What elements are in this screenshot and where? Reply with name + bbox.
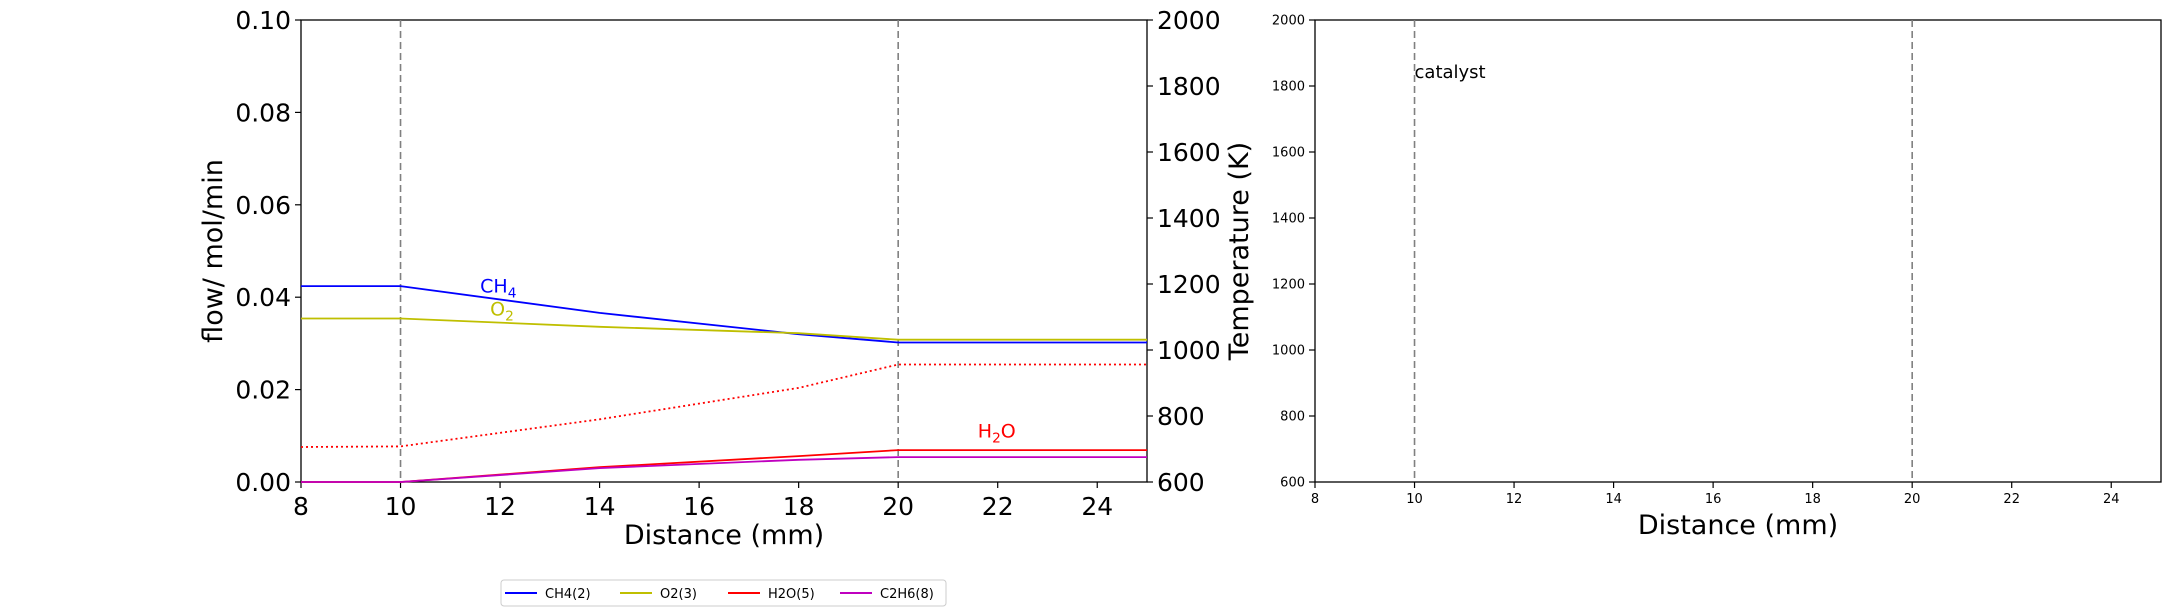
annotation-label: O2	[490, 299, 514, 325]
x-tick-label: 10	[385, 492, 417, 521]
y2-tick-label: 2000	[1157, 6, 1221, 35]
legend-frame	[500, 579, 947, 607]
y-tick-label: 800	[1280, 410, 1305, 425]
x-tick-label: 22	[982, 492, 1014, 521]
left-chart: 8 10 12 14 16 18 20 22 24 0.00 0.02 0.04 0.06 0.08 0.1…	[198, 6, 1255, 551]
y-tick-label: 1000	[1272, 344, 1305, 359]
legend-label: O2(3)	[660, 587, 697, 602]
y-tick-label: 0.06	[235, 191, 291, 220]
x-tick-label: 16	[683, 492, 715, 521]
y-tick-label: 0.02	[235, 376, 291, 405]
y-tick-label: 0.00	[235, 468, 291, 497]
x-tick-label: 12	[484, 492, 516, 521]
x-tick-label: 18	[783, 492, 815, 521]
y-tick-label: 0.04	[235, 283, 291, 312]
legend-label: H2O(5)	[768, 587, 815, 602]
x-tick-label: 8	[1311, 492, 1319, 507]
y-tick-label: 1200	[1272, 278, 1305, 293]
x-tick-label: 10	[1406, 492, 1423, 507]
x-tick-label: 14	[584, 492, 616, 521]
right-plot-frame	[1314, 19, 2162, 483]
x-tick-label: 8	[293, 492, 309, 521]
y-tick-label: 1400	[1272, 212, 1305, 227]
temperature-line	[300, 363, 1147, 448]
annotation-label: CH4	[480, 276, 516, 302]
annotation-label: H2O	[978, 421, 1016, 447]
y2-tick-label: 1800	[1157, 72, 1221, 101]
right-y-axis-label: Temperature (K)	[1224, 142, 1255, 361]
x-tick-label: 20	[882, 492, 914, 521]
y-tick-label: 600	[1280, 476, 1305, 491]
y2-tick-label: 1400	[1157, 204, 1221, 233]
left-plot-frame	[300, 19, 1148, 483]
y-tick-label: 1600	[1272, 146, 1305, 161]
legend-label: C2H6(8)	[880, 587, 934, 602]
x-tick-label: 20	[1904, 492, 1921, 507]
right-chart: 8 10 12 14 16 18 20 22 24 600 800 1000 1200 1400 1600 1…	[1272, 14, 2162, 541]
y-tick-label: 1800	[1272, 80, 1305, 95]
y2-tick-label: 800	[1157, 402, 1205, 431]
legend-label: CH4(2)	[545, 587, 591, 602]
x-tick-label: 18	[1804, 492, 1821, 507]
series-line-2	[301, 449, 1147, 483]
y2-tick-label: 1200	[1157, 270, 1221, 299]
x-tick-label: 14	[1605, 492, 1622, 507]
annotation-label: catalyst	[1415, 62, 1486, 83]
left-y-axis-label: flow/ mol/min	[198, 159, 229, 343]
x-tick-label: 22	[2003, 492, 2020, 507]
y2-tick-label: 600	[1157, 468, 1205, 497]
legend: CH4(2) O2(3) H2O(5) C2H6(8)	[500, 579, 947, 607]
y-tick-label: 0.08	[235, 98, 291, 127]
series-line-1	[301, 317, 1147, 341]
x-tick-label: 24	[1081, 492, 1113, 521]
x-tick-label: 16	[1705, 492, 1722, 507]
y2-tick-label: 1600	[1157, 138, 1221, 167]
y2-tick-label: 1000	[1157, 336, 1221, 365]
x-tick-label: 24	[2103, 492, 2120, 507]
left-x-axis-label: Distance (mm)	[624, 520, 824, 551]
x-tick-label: 12	[1506, 492, 1523, 507]
series-line-0	[301, 285, 1147, 344]
right-x-axis-label: Distance (mm)	[1638, 510, 1838, 541]
y-tick-label: 0.10	[235, 6, 291, 35]
y-tick-label: 2000	[1272, 14, 1305, 29]
series-line-3	[301, 456, 1147, 483]
